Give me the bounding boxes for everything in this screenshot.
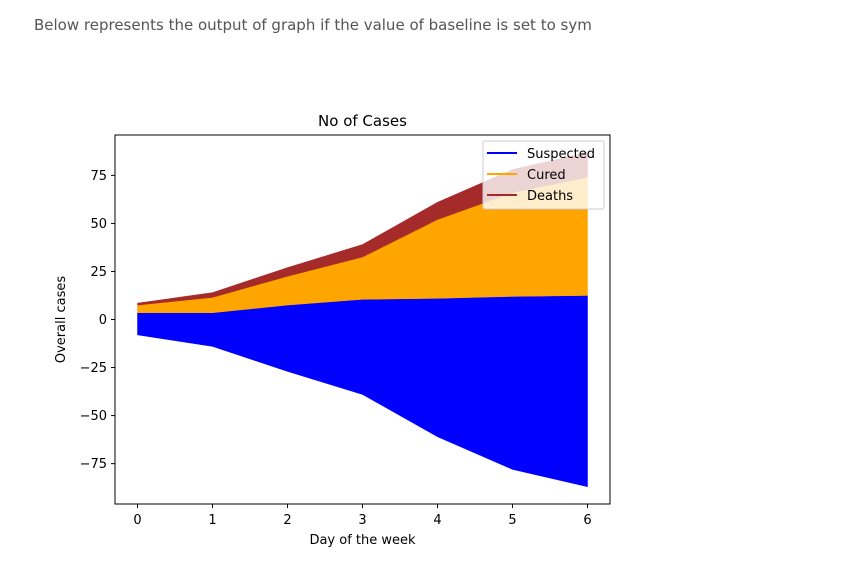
- y-axis-ticks: 75 50 25 0 −25 −50 −75: [80, 169, 115, 472]
- y-tick-label: −50: [80, 409, 107, 424]
- x-tick-label: 4: [433, 513, 441, 528]
- x-tick-label: 6: [583, 513, 591, 528]
- x-tick-label: 5: [508, 513, 516, 528]
- chart-title: No of Cases: [318, 112, 407, 130]
- x-tick-label: 2: [283, 513, 291, 528]
- y-tick-label: −25: [80, 361, 107, 376]
- y-tick-label: −75: [80, 457, 107, 472]
- area-series-group: [137, 151, 588, 488]
- y-tick-label: 50: [90, 217, 107, 232]
- x-axis-ticks: 0 1 2 3 4 5 6: [133, 504, 592, 528]
- legend: Suspected Cured Deaths: [482, 140, 605, 210]
- y-tick-label: 75: [90, 169, 107, 184]
- legend-label-cured: Cured: [527, 168, 566, 183]
- y-axis-label: Overall cases: [54, 276, 69, 363]
- y-tick-label: 25: [90, 265, 107, 280]
- legend-box: [482, 140, 605, 210]
- area-suspected: [137, 295, 588, 488]
- legend-label-deaths: Deaths: [527, 189, 573, 204]
- legend-label-suspected: Suspected: [527, 147, 595, 162]
- y-tick-label: 0: [99, 313, 107, 328]
- x-tick-label: 0: [133, 513, 141, 528]
- page-caption: Below represents the output of graph if …: [34, 16, 592, 34]
- x-tick-label: 1: [208, 513, 216, 528]
- x-axis-label: Day of the week: [309, 533, 416, 548]
- x-tick-label: 3: [358, 513, 366, 528]
